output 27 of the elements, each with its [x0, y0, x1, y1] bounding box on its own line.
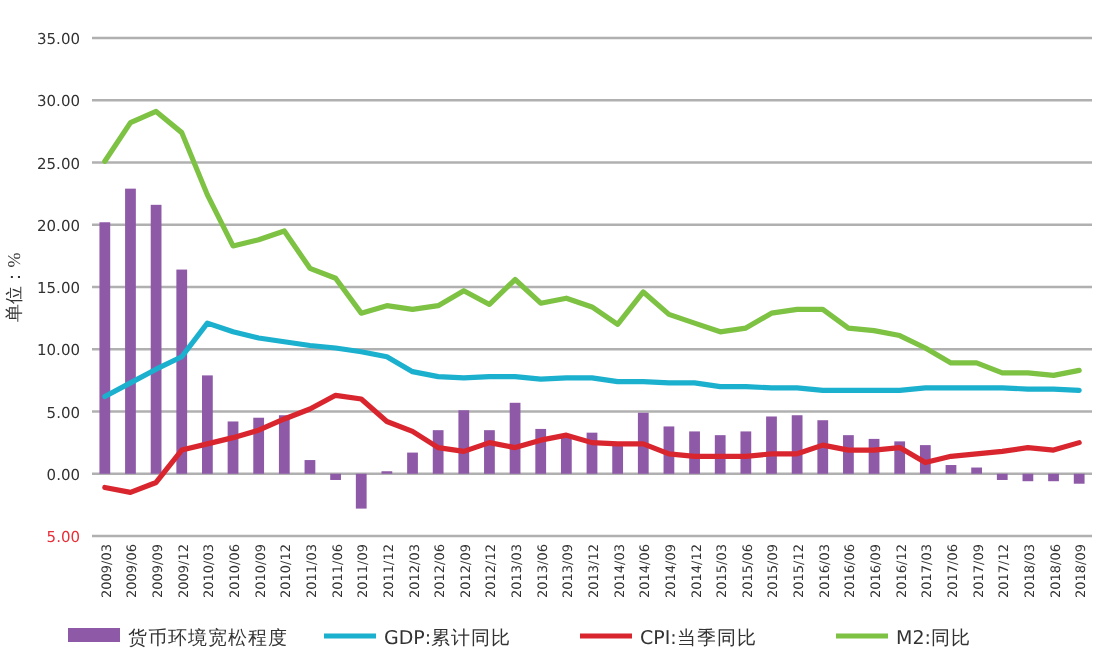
bar	[407, 452, 418, 474]
bar	[202, 375, 213, 474]
bar	[637, 412, 649, 474]
bar	[945, 465, 957, 474]
bar	[996, 473, 1008, 480]
bar	[304, 460, 316, 474]
bar	[355, 473, 367, 509]
y-axis-title: 单位：%	[4, 251, 24, 322]
bar	[278, 415, 290, 474]
legend-label: M2:同比	[896, 626, 971, 650]
bar	[458, 410, 470, 474]
bar	[150, 204, 162, 474]
legend-label: CPI:当季同比	[640, 626, 757, 650]
bar	[1073, 473, 1085, 484]
bar	[99, 222, 111, 474]
bar	[560, 435, 572, 474]
bar	[253, 417, 265, 474]
bar	[766, 416, 777, 474]
bar	[125, 188, 136, 474]
bar	[176, 269, 188, 474]
bar	[1048, 473, 1059, 482]
legend-label: 货币环境宽松程度	[128, 626, 288, 650]
bar	[330, 473, 341, 480]
bar	[791, 415, 803, 474]
bar	[971, 467, 982, 474]
bar	[612, 445, 624, 474]
legend-label: GDP:累计同比	[384, 626, 512, 650]
